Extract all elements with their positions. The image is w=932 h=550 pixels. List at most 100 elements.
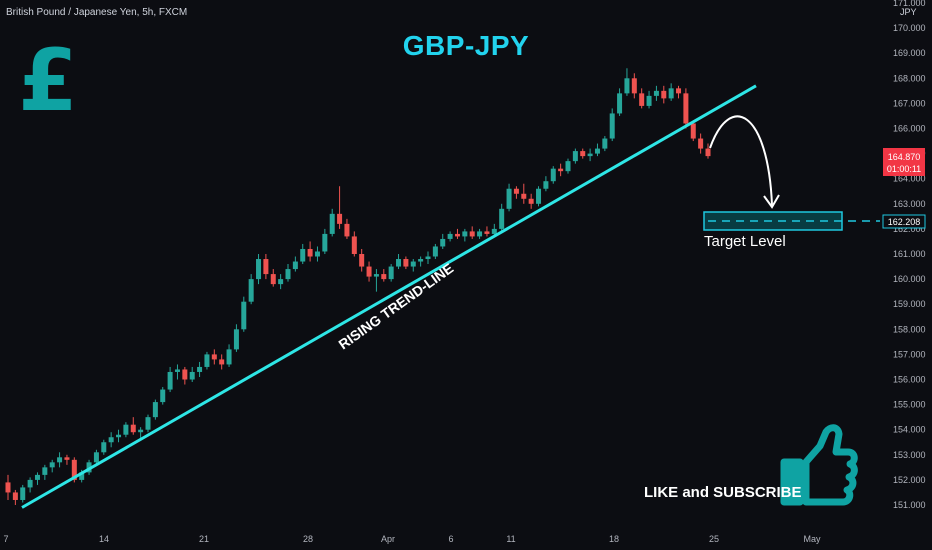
x-tick-label: 28 xyxy=(303,534,313,544)
candle xyxy=(631,73,637,99)
candle xyxy=(204,351,210,370)
axis-currency-label: JPY xyxy=(900,7,917,17)
candle-body xyxy=(27,479,33,488)
projection-arrow xyxy=(709,115,773,206)
candle xyxy=(698,133,704,154)
candle xyxy=(34,472,40,485)
candle xyxy=(211,349,217,365)
candle xyxy=(101,439,107,455)
candle-body xyxy=(145,417,151,430)
candle xyxy=(639,88,645,109)
candle-body xyxy=(256,259,262,280)
candle-body xyxy=(572,151,578,162)
candle-body xyxy=(71,459,77,480)
candle-body xyxy=(521,193,527,199)
candle-body xyxy=(211,354,217,360)
candle-body xyxy=(410,261,416,267)
candle-body xyxy=(93,452,99,463)
candle-body xyxy=(661,90,667,99)
candle xyxy=(322,228,328,254)
candle-body xyxy=(5,482,11,493)
candle-body xyxy=(189,371,195,380)
candle-body xyxy=(34,474,40,480)
candle-body xyxy=(344,223,350,237)
thumbs-up-icon[interactable] xyxy=(780,424,858,506)
candle-body xyxy=(594,148,600,154)
y-tick-label: 166.000 xyxy=(893,124,926,134)
candle xyxy=(565,158,571,174)
x-tick-label: 7 xyxy=(3,534,8,544)
candle xyxy=(491,223,497,237)
candle-body xyxy=(536,188,542,204)
candle-body xyxy=(263,259,269,275)
y-tick-label: 159.000 xyxy=(893,299,926,309)
candle xyxy=(130,417,136,435)
trendline-label: RISING TREND-LINE xyxy=(335,260,456,353)
y-tick-label: 160.000 xyxy=(893,274,926,284)
candle xyxy=(5,474,11,500)
candle xyxy=(536,186,542,207)
candle xyxy=(174,364,180,380)
last-price-value: 164.870 xyxy=(888,152,921,162)
candle-body xyxy=(469,231,475,237)
target-price-value: 162.208 xyxy=(888,217,921,227)
y-tick-label: 154.000 xyxy=(893,425,926,435)
candle-body xyxy=(329,213,335,234)
candle-body xyxy=(454,233,460,237)
candle-body xyxy=(381,274,387,280)
candle xyxy=(20,484,26,503)
candle-body xyxy=(690,123,696,139)
candle-body xyxy=(64,457,70,460)
candle xyxy=(337,186,343,229)
candle-body xyxy=(705,148,711,157)
candle xyxy=(27,477,33,493)
rising-trendline[interactable] xyxy=(21,84,757,509)
candle-body xyxy=(337,213,343,224)
target-price-tag xyxy=(882,214,926,229)
candle-body xyxy=(602,138,608,149)
candle xyxy=(373,269,379,292)
candle-body xyxy=(528,198,534,204)
candle-body xyxy=(477,231,483,237)
candle xyxy=(108,432,114,448)
candle-body xyxy=(440,238,446,247)
target-level-label: Target Level xyxy=(704,233,786,250)
candle-body xyxy=(130,424,136,433)
x-tick-label: 25 xyxy=(709,534,719,544)
y-tick-label: 169.000 xyxy=(893,48,926,58)
candle xyxy=(661,85,667,104)
candle xyxy=(396,254,402,270)
candle xyxy=(602,136,608,152)
candle-body xyxy=(49,462,55,468)
y-tick-label: 168.000 xyxy=(893,73,926,83)
candle-body xyxy=(160,389,166,403)
y-tick-label: 151.000 xyxy=(893,500,926,510)
candle-body xyxy=(631,78,637,94)
candle-body xyxy=(558,168,564,172)
arrow-head-icon xyxy=(763,194,780,209)
candle xyxy=(359,248,365,272)
candle xyxy=(270,269,276,287)
like-subscribe-text: LIKE and SUBSCRIBE xyxy=(644,484,802,501)
candle xyxy=(646,90,652,109)
candle xyxy=(653,85,659,101)
candle-body xyxy=(587,153,593,157)
candle xyxy=(462,228,468,242)
candle xyxy=(690,120,696,142)
candle xyxy=(425,251,431,265)
candle-body xyxy=(300,248,306,262)
candle-body xyxy=(698,138,704,149)
candle xyxy=(366,261,372,282)
candle-body xyxy=(462,231,468,237)
candle xyxy=(499,203,505,232)
y-tick-label: 153.000 xyxy=(893,450,926,460)
candle xyxy=(93,449,99,465)
candle-body xyxy=(204,354,210,367)
candle-body xyxy=(447,233,453,239)
candle-body xyxy=(285,269,291,280)
candle xyxy=(513,186,519,199)
candle xyxy=(609,108,615,142)
candle xyxy=(42,464,48,480)
candle xyxy=(440,233,446,249)
